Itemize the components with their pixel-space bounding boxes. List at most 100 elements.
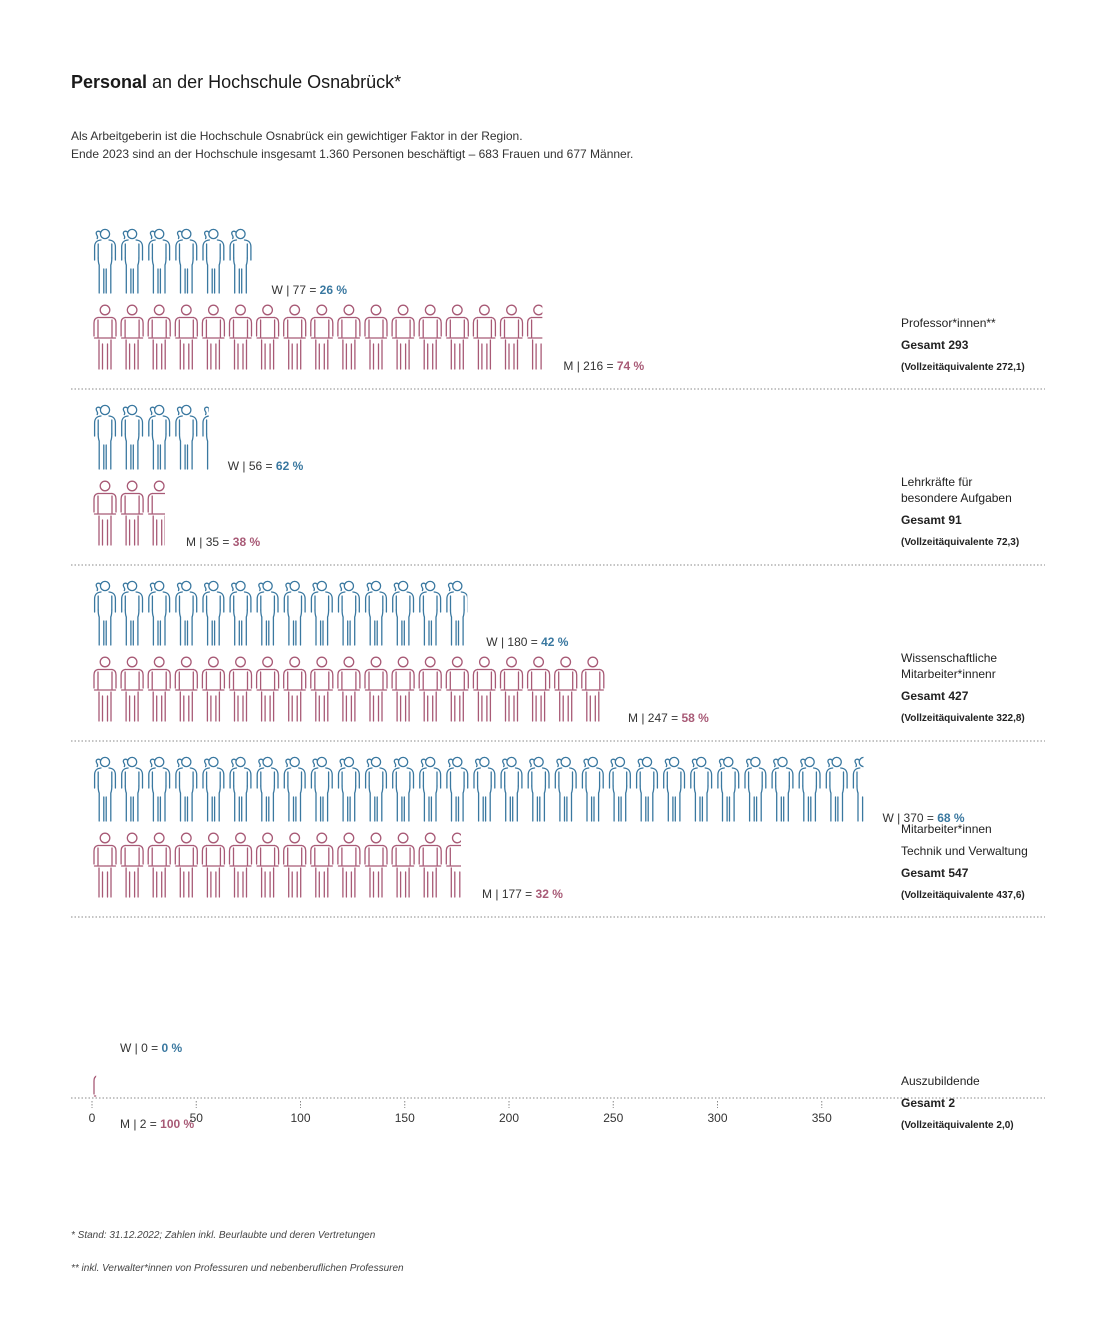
woman-figure-icon (825, 756, 848, 822)
group-3-women-label: W | 180 = 42 % (486, 635, 568, 649)
woman-figure-icon (310, 756, 333, 822)
group-4-women-row (93, 756, 864, 822)
woman-figure-icon (93, 404, 117, 470)
group-2-women-row (93, 404, 209, 470)
group-5-men-label: M | 2 = 100 % (120, 1117, 194, 1131)
group-4-women-percent: 68 % (937, 811, 965, 825)
x-tick-label: 350 (812, 1111, 832, 1125)
x-tick-label: 250 (603, 1111, 623, 1125)
man-figure-icon (174, 304, 198, 370)
footnote-1: * Stand: 31.12.2022; Zahlen inkl. Beurla… (71, 1230, 376, 1241)
man-figure-icon (120, 656, 144, 722)
man-figure-icon (472, 304, 497, 370)
group-4-fte: (Vollzeitäquivalente 437,6) (901, 890, 1025, 901)
man-figure-icon (283, 656, 307, 722)
woman-figure-icon (121, 756, 144, 822)
group-3-name-line-1: Wissenschaftliche (901, 651, 997, 665)
woman-figure-icon (175, 580, 198, 646)
woman-figure-icon (121, 404, 144, 470)
man-figure-icon (445, 304, 469, 370)
man-figure-icon (93, 656, 117, 722)
woman-figure-icon (364, 756, 388, 822)
group-4-total: Gesamt 547 (901, 866, 969, 880)
group-5-men-row (93, 1062, 97, 1128)
woman-figure-icon (202, 580, 225, 646)
man-figure-icon (201, 304, 226, 370)
group-2-women-label: W | 56 = 62 % (228, 459, 304, 473)
man-figure-icon (337, 832, 361, 898)
woman-figure-icon (229, 756, 252, 822)
man-figure-icon (255, 832, 280, 898)
group-2-women-percent: 62 % (276, 459, 304, 473)
man-figure-icon (93, 832, 117, 898)
woman-figure-icon (202, 228, 225, 294)
woman-figure-icon (175, 756, 198, 822)
woman-figure-icon (500, 756, 523, 822)
group-5-fte: (Vollzeitäquivalente 2,0) (901, 1120, 1014, 1131)
man-figure-icon (472, 656, 497, 722)
woman-figure-icon (256, 580, 279, 646)
man-figure-icon (391, 832, 415, 898)
man-figure-icon (120, 480, 144, 546)
intro-text: Als Arbeitgeberin ist die Hochschule Osn… (71, 127, 633, 163)
man-figure-icon (93, 480, 117, 546)
woman-figure-icon (717, 756, 740, 822)
group-3-men-count: M | 247 = (628, 711, 681, 725)
group-1-total: Gesamt 293 (901, 338, 969, 352)
woman-figure-icon (419, 580, 442, 646)
woman-figure-icon (121, 228, 144, 294)
woman-figure-icon (175, 404, 198, 470)
man-figure-icon (554, 656, 578, 722)
group-5-total: Gesamt 2 (901, 1096, 955, 1110)
woman-figure-icon (202, 756, 225, 822)
man-figure-icon (174, 656, 198, 722)
man-figure-icon (174, 832, 198, 898)
title-rest: an der Hochschule Osnabrück* (147, 72, 402, 92)
woman-figure-icon (446, 756, 469, 822)
woman-figure-icon (663, 756, 686, 822)
group-1-name: Professor*innen** (901, 316, 996, 330)
group-2-total: Gesamt 91 (901, 513, 962, 527)
group-3-men-row (93, 656, 605, 722)
woman-figure-icon (283, 756, 306, 822)
man-figure-icon (391, 656, 415, 722)
man-figure-icon (147, 832, 171, 898)
man-figure-icon (120, 832, 144, 898)
woman-figure-icon (93, 580, 117, 646)
man-figure-icon (445, 832, 462, 898)
man-figure-icon (364, 656, 388, 722)
man-figure-icon (228, 832, 253, 898)
woman-figure-icon (473, 756, 496, 822)
group-2-name-line-2: besondere Aufgaben (901, 491, 1012, 505)
man-figure-icon (147, 480, 165, 546)
man-figure-icon (391, 304, 415, 370)
woman-figure-icon (337, 756, 360, 822)
man-figure-icon (93, 1062, 97, 1128)
group-5-women-percent: 0 % (161, 1041, 182, 1055)
title-bold: Personal (71, 72, 148, 92)
man-figure-icon (283, 304, 307, 370)
woman-figure-icon (148, 404, 171, 470)
man-figure-icon (499, 304, 524, 370)
man-figure-icon (337, 656, 361, 722)
group-2-men-row (93, 480, 165, 546)
group-4-women-label: W | 370 = 68 % (882, 811, 964, 825)
woman-figure-icon (148, 228, 171, 294)
group-3-fte: (Vollzeitäquivalente 322,8) (901, 713, 1025, 724)
group-1-women-row (93, 228, 252, 294)
intro-line-1: Als Arbeitgeberin ist die Hochschule Osn… (71, 129, 523, 143)
group-3-women-percent: 42 % (541, 635, 569, 649)
group-2-men-percent: 38 % (233, 535, 261, 549)
man-figure-icon (147, 304, 171, 370)
man-figure-icon (93, 304, 117, 370)
x-tick-label: 100 (290, 1111, 310, 1125)
group-3-name-line-2: Mitarbeiter*innenr (901, 667, 996, 681)
group-1-women-percent: 26 % (320, 283, 348, 297)
man-figure-icon (581, 656, 605, 722)
x-tick-label: 150 (395, 1111, 415, 1125)
man-figure-icon (310, 832, 334, 898)
man-figure-icon (255, 656, 280, 722)
group-2-men-count: M | 35 = (186, 535, 233, 549)
woman-figure-icon (852, 756, 864, 822)
